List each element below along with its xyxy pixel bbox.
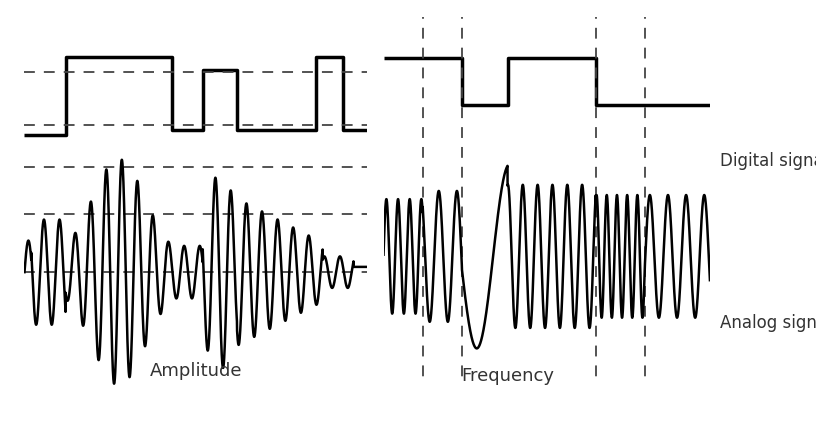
Text: Analog signal: Analog signal	[720, 314, 816, 332]
Text: Frequency: Frequency	[461, 367, 554, 385]
Text: Amplitude: Amplitude	[149, 362, 242, 380]
Text: Digital signal: Digital signal	[720, 152, 816, 169]
